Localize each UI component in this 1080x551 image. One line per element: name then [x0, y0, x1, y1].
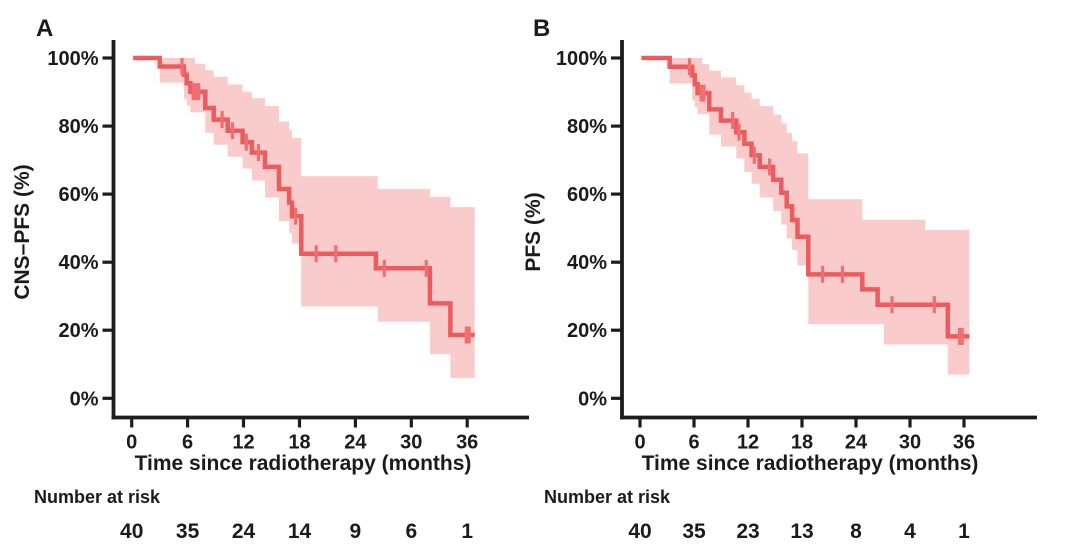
- y-axis-title-a: CNS–PFS (%): [11, 164, 34, 299]
- risk-count: 14: [288, 520, 312, 543]
- y-tick-label: 0%: [70, 388, 99, 410]
- risk-count: 35: [682, 520, 706, 543]
- risk-count: 4: [904, 520, 916, 543]
- survival-curve: [133, 55, 475, 338]
- risk-count: 8: [850, 520, 862, 543]
- risk-count: 40: [628, 520, 651, 543]
- risk-count: 1: [461, 520, 473, 543]
- risk-table-row: 40 35 23 13 8 4 1: [628, 520, 970, 543]
- risk-count: 9: [350, 520, 362, 543]
- risk-count: 35: [176, 520, 200, 543]
- x-axis-title-b: Time since radiotherapy (months): [642, 452, 979, 475]
- y-tick-label: 20%: [58, 320, 98, 342]
- x-tick-label: 18: [791, 432, 813, 454]
- x-tick-label: 6: [688, 432, 699, 454]
- survival-curve: [641, 55, 970, 339]
- x-tick-label: 12: [232, 432, 254, 454]
- censor-marks: [180, 58, 471, 344]
- y-tick-label: 100%: [556, 48, 607, 70]
- y-tick-label: 40%: [58, 252, 98, 274]
- x-tick-label: 30: [400, 432, 422, 454]
- axes: [111, 40, 529, 420]
- y-tick-label: 80%: [58, 116, 98, 138]
- risk-count: 1: [958, 520, 970, 543]
- panel-a-letter: A: [36, 15, 53, 42]
- risk-table-title-a: Number at risk: [34, 487, 161, 507]
- x-tick-label: 6: [182, 432, 193, 454]
- y-tick-label: 20%: [567, 320, 607, 342]
- y-tick-label: 0%: [578, 388, 607, 410]
- x-tick-label: 12: [737, 432, 759, 454]
- x-tick-label: 24: [344, 432, 367, 454]
- y-tick-label: 40%: [567, 252, 607, 274]
- y-tick-label: 60%: [58, 184, 98, 206]
- x-tick-label: 0: [634, 432, 645, 454]
- confidence-band: [669, 58, 970, 375]
- x-tick-label: 0: [126, 432, 137, 454]
- y-axis-title-b: PFS (%): [522, 192, 545, 271]
- risk-table-title-b: Number at risk: [544, 487, 671, 507]
- y-tick-label: 60%: [567, 184, 607, 206]
- panel-b-letter: B: [533, 15, 550, 42]
- confidence-band: [159, 58, 475, 378]
- x-tick-label: 24: [845, 432, 868, 454]
- y-tick-label: 80%: [567, 116, 607, 138]
- risk-count: 6: [405, 520, 417, 543]
- axes: [620, 40, 1037, 420]
- km-panel-a: 100% 80% 60% 40% 20% 0% 0 6 12 18 24 30 36 40 35 24 14 9 6…: [47, 40, 529, 543]
- tick-marks: [102, 56, 469, 428]
- x-tick-label: 36: [953, 432, 975, 454]
- x-tick-label: 36: [456, 432, 478, 454]
- risk-count: 24: [232, 520, 256, 543]
- x-axis-title-a: Time since radiotherapy (months): [135, 452, 472, 475]
- y-tick-label: 100%: [47, 48, 98, 70]
- x-tick-label: 18: [288, 432, 310, 454]
- tick-marks: [611, 56, 966, 428]
- x-tick-label: 30: [899, 432, 921, 454]
- risk-count: 23: [736, 520, 759, 543]
- risk-count: 40: [120, 520, 143, 543]
- censor-marks: [687, 58, 964, 345]
- risk-count: 13: [790, 520, 813, 543]
- risk-table-row: 40 35 24 14 9 6 1: [120, 520, 473, 543]
